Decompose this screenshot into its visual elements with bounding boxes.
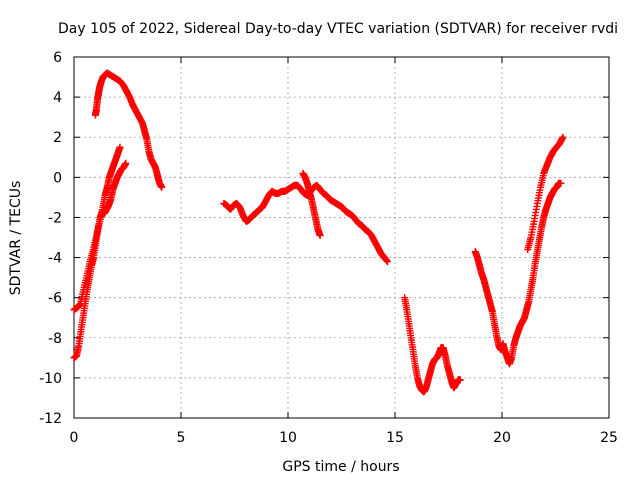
y-tick-label: -8 bbox=[48, 331, 62, 347]
chart-title: Day 105 of 2022, Sidereal Day-to-day VTE… bbox=[58, 21, 618, 37]
y-tick-label: 0 bbox=[53, 170, 62, 186]
data-point bbox=[116, 143, 124, 151]
y-tick-label: 6 bbox=[53, 50, 62, 66]
x-tick-label: 5 bbox=[177, 430, 186, 446]
x-tick-label: 10 bbox=[279, 430, 297, 446]
data-point bbox=[158, 183, 166, 191]
y-tick-label: -10 bbox=[39, 371, 62, 387]
data-point bbox=[384, 258, 392, 266]
data-point bbox=[557, 179, 565, 187]
data-point bbox=[122, 159, 130, 167]
x-tick-label: 25 bbox=[600, 430, 618, 446]
data-point bbox=[559, 133, 567, 141]
x-axis-label: GPS time / hours bbox=[282, 459, 399, 475]
y-tick-label: 2 bbox=[53, 130, 62, 146]
grid-layer bbox=[74, 57, 609, 418]
axis-ticks: 0 5 10 15 20 25 -12 -10 -8 -6 -4 -2 0 2 4 6 bbox=[39, 50, 618, 446]
y-tick-label: -6 bbox=[48, 291, 62, 307]
y-tick-label: -4 bbox=[48, 251, 62, 267]
data-point bbox=[316, 231, 324, 239]
x-tick-label: 0 bbox=[70, 430, 79, 446]
data-markers bbox=[70, 69, 567, 396]
x-tick-label: 15 bbox=[386, 430, 404, 446]
x-tick-label: 20 bbox=[493, 430, 511, 446]
y-tick-label: 4 bbox=[53, 90, 62, 106]
y-tick-label: -2 bbox=[48, 210, 62, 226]
y-tick-label: -12 bbox=[39, 411, 62, 427]
data-point bbox=[456, 376, 464, 384]
y-axis-label: SDTVAR / TECUs bbox=[8, 181, 24, 296]
plot-frame bbox=[73, 56, 610, 419]
